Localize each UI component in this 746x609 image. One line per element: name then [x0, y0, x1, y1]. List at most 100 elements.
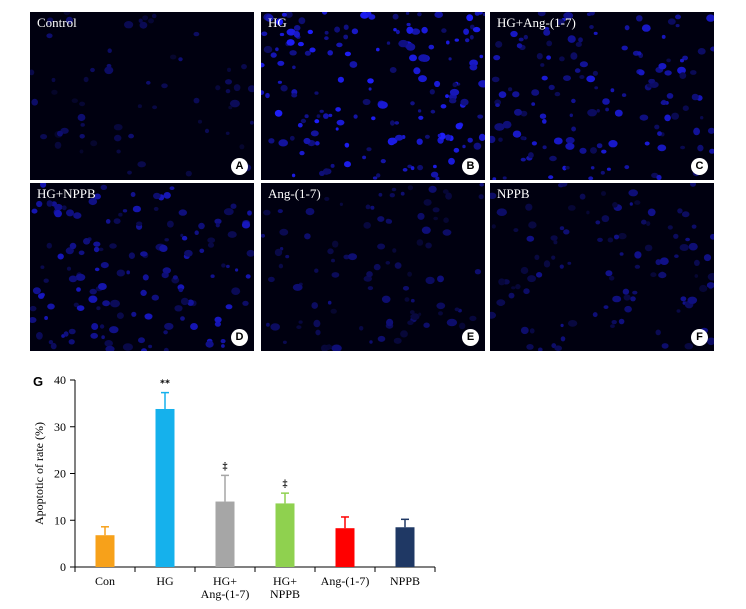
nucleus: [418, 75, 427, 83]
nucleus: [261, 62, 265, 68]
nucleus: [50, 342, 57, 350]
nucleus: [646, 221, 651, 226]
nucleus: [520, 136, 526, 141]
nucleus: [324, 36, 329, 41]
nucleus: [410, 166, 415, 171]
nucleus: [378, 192, 383, 197]
nucleus: [32, 287, 41, 295]
nucleus: [565, 166, 570, 170]
nucleus: [296, 325, 302, 330]
nucleus: [438, 132, 446, 140]
nucleus: [469, 315, 477, 322]
nucleus: [276, 18, 284, 26]
nucleus: [465, 38, 470, 43]
nucleus: [452, 82, 458, 88]
nucleus: [613, 234, 620, 240]
nucleus: [706, 282, 714, 289]
nucleus: [307, 29, 313, 35]
nucleus: [667, 18, 676, 25]
nucleus: [474, 12, 480, 16]
nucleus: [589, 25, 594, 29]
nucleus: [331, 344, 342, 351]
panel-letter: C: [691, 158, 708, 175]
nucleus: [455, 123, 463, 130]
nucleus: [46, 200, 53, 207]
micrograph-hg-nppb: [30, 183, 254, 351]
nucleus: [569, 113, 573, 118]
nucleus: [418, 115, 424, 120]
nucleus: [386, 41, 391, 45]
nucleus: [207, 242, 215, 248]
nucleus: [280, 84, 288, 92]
nucleus: [367, 286, 374, 291]
nucleus: [664, 70, 672, 76]
nucleus: [148, 344, 153, 349]
nucleus: [424, 134, 430, 139]
x-tick-label: HG: [156, 574, 174, 588]
nucleus: [100, 184, 108, 190]
nucleus: [116, 269, 126, 277]
nucleus: [225, 89, 231, 94]
nucleus: [436, 302, 446, 310]
nucleus: [76, 305, 85, 311]
nucleus: [618, 318, 625, 325]
nucleus: [335, 107, 341, 112]
nucleus: [680, 58, 684, 63]
nucleus: [185, 170, 192, 177]
nucleus: [227, 231, 237, 238]
nucleus: [671, 112, 679, 120]
panel-hg-nppb: HG+NPPB D: [30, 183, 254, 351]
bar: [275, 503, 295, 567]
nucleus: [344, 161, 351, 168]
nucleus: [496, 299, 506, 306]
nucleus: [225, 304, 233, 310]
nucleus: [353, 114, 358, 119]
nucleus: [373, 263, 381, 271]
nucleus: [630, 296, 636, 302]
nucleus: [492, 177, 497, 180]
panel-label: Ang-(1-7): [268, 186, 321, 201]
nucleus: [655, 259, 662, 266]
nucleus: [563, 75, 571, 81]
nucleus: [66, 266, 72, 271]
nucleus: [162, 267, 171, 274]
nucleus: [163, 192, 171, 199]
nucleus: [594, 86, 599, 90]
nucleus: [677, 66, 686, 75]
nucleus: [601, 149, 607, 154]
nucleus: [73, 212, 82, 219]
nucleus: [548, 84, 555, 91]
nucleus: [101, 335, 105, 340]
nucleus: [595, 220, 601, 225]
nucleus: [314, 141, 320, 146]
panel-letter: E: [462, 329, 479, 346]
nucleus: [386, 318, 394, 327]
bar: [335, 528, 355, 567]
nucleus: [370, 205, 375, 210]
nucleus: [508, 87, 513, 92]
nucleus: [520, 266, 529, 275]
nucleus: [304, 50, 311, 56]
nucleus: [323, 113, 329, 119]
nucleus: [293, 31, 300, 38]
nucleus: [263, 45, 273, 54]
nucleus: [337, 76, 344, 83]
nucleus: [674, 254, 679, 258]
nucleus: [298, 17, 306, 25]
nucleus: [610, 324, 615, 328]
nucleus: [68, 328, 76, 335]
nucleus: [498, 278, 506, 286]
nucleus: [46, 21, 51, 26]
nucleus: [567, 205, 576, 211]
nucleus: [268, 276, 275, 283]
nucleus: [531, 141, 537, 146]
nucleus: [336, 42, 343, 48]
nucleus: [710, 46, 714, 52]
nucleus: [172, 275, 178, 280]
nucleus: [425, 276, 435, 285]
nucleus: [215, 85, 221, 91]
nucleus: [324, 196, 330, 201]
nucleus: [571, 98, 576, 104]
nucleus: [220, 339, 226, 344]
nucleus: [565, 142, 575, 150]
